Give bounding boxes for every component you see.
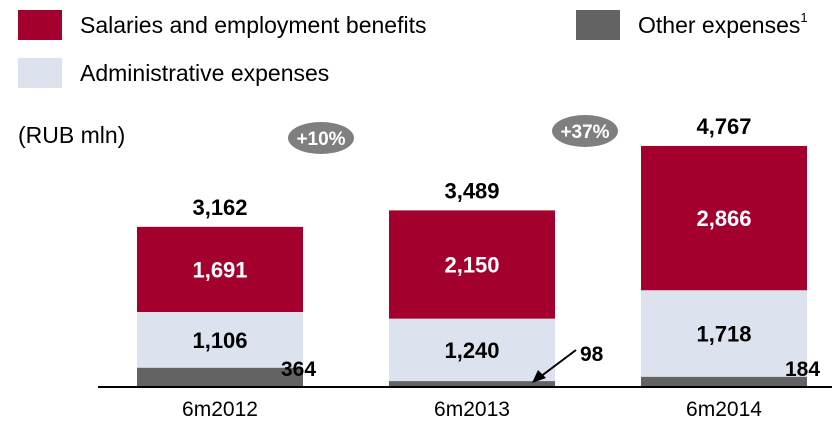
growth-badge-label-2: +37% xyxy=(560,122,609,143)
bar-segment-salaries-and-employment-benefits-6m2014 xyxy=(641,145,807,291)
bar-segment-administrative-expenses-6m2012 xyxy=(137,311,303,368)
total-label-6m2014: 4,767 xyxy=(696,114,751,139)
pointer-arrow-line xyxy=(539,349,577,378)
legend-item-other: Other expenses1 xyxy=(576,10,808,40)
total-label-6m2012: 3,162 xyxy=(192,195,247,220)
x-tick-label-6m2014: 6m2014 xyxy=(686,398,762,421)
x-tick-label-6m2012: 6m2012 xyxy=(182,398,258,421)
bar-segment-administrative-expenses-6m2014 xyxy=(641,290,807,377)
growth-badge-1 xyxy=(288,122,354,154)
data-label-salaries-and-employment-benefits-6m2012: 1,691 xyxy=(192,257,247,282)
bar-segment-salaries-and-employment-benefits-6m2013 xyxy=(389,210,555,319)
bar-segment-other-expenses-6m2012 xyxy=(137,367,303,386)
growth-badge-label-1: +10% xyxy=(296,129,345,150)
bar-segment-other-expenses-6m2013 xyxy=(389,381,555,386)
bar-segment-administrative-expenses-6m2013 xyxy=(389,318,555,382)
legend-swatch-other xyxy=(576,10,620,40)
data-label-other-expenses-6m2013: 98 xyxy=(580,343,604,366)
data-label-administrative-expenses-6m2013: 1,240 xyxy=(444,338,499,363)
legend-label-salaries: Salaries and employment benefits xyxy=(80,11,427,38)
data-label-other-expenses-6m2014: 184 xyxy=(785,358,820,381)
data-label-salaries-and-employment-benefits-6m2013: 2,150 xyxy=(444,253,499,278)
data-label-other-expenses-6m2012: 364 xyxy=(281,358,316,381)
legend-item-salaries: Salaries and employment benefits xyxy=(18,10,426,40)
unit-label: (RUB mln) xyxy=(18,122,126,148)
data-label-administrative-expenses-6m2012: 1,106 xyxy=(192,328,247,353)
growth-badge-2 xyxy=(552,115,618,147)
data-label-administrative-expenses-6m2014: 1,718 xyxy=(696,321,751,346)
data-label-salaries-and-employment-benefits-6m2014: 2,866 xyxy=(696,206,751,231)
pointer-arrow-head xyxy=(532,370,546,383)
legend-swatch-administrative xyxy=(18,58,62,88)
legend-label-administrative: Administrative expenses xyxy=(80,59,330,86)
total-label-6m2013: 3,489 xyxy=(444,178,499,203)
legend-swatch-salaries xyxy=(18,10,62,40)
bar-segment-salaries-and-employment-benefits-6m2012 xyxy=(137,226,303,312)
legend-footnote-marker: 1 xyxy=(800,9,808,25)
bar-segment-other-expenses-6m2014 xyxy=(641,376,807,386)
legend-item-administrative: Administrative expenses xyxy=(18,58,329,88)
legend-label-other: Other expenses1 xyxy=(638,9,808,38)
x-tick-label-6m2013: 6m2013 xyxy=(434,398,510,421)
